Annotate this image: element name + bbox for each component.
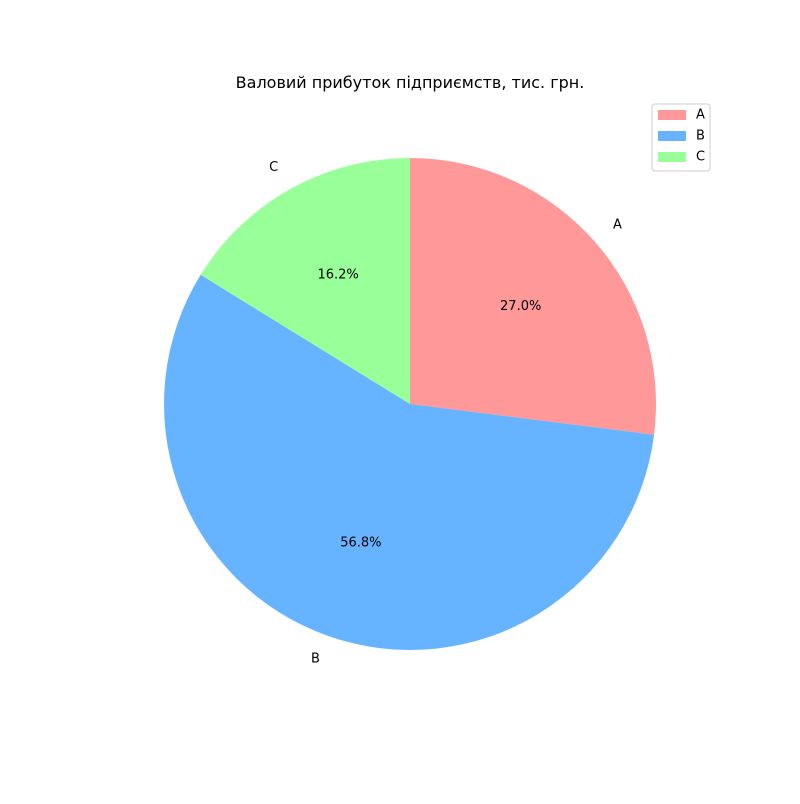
slice-label-a: A <box>613 218 622 233</box>
pie-slice-c <box>200 158 410 404</box>
legend-label-a: A <box>696 108 705 123</box>
percent-label-b: 56.8% <box>340 536 381 551</box>
percent-labels: 27.0% 56.8% 16.2% <box>317 268 541 551</box>
legend: ABC <box>651 103 711 172</box>
slice-label-c: C <box>269 160 278 175</box>
percent-label-c: 16.2% <box>317 268 358 283</box>
slice-labels: A B C <box>269 160 622 667</box>
pie-slice-b <box>163 274 655 651</box>
pie-slice-a <box>410 158 656 435</box>
chart-title: Валовий прибуток підприємств, тис. грн. <box>236 73 585 92</box>
legend-swatch-a <box>658 110 686 120</box>
legend-label-c: C <box>696 150 705 165</box>
pie-slices <box>163 158 656 651</box>
slice-label-b: B <box>311 652 320 667</box>
legend-swatch-c <box>658 152 686 162</box>
percent-label-a: 27.0% <box>500 299 541 314</box>
legend-label-b: B <box>696 129 705 144</box>
legend-swatch-b <box>658 131 686 141</box>
